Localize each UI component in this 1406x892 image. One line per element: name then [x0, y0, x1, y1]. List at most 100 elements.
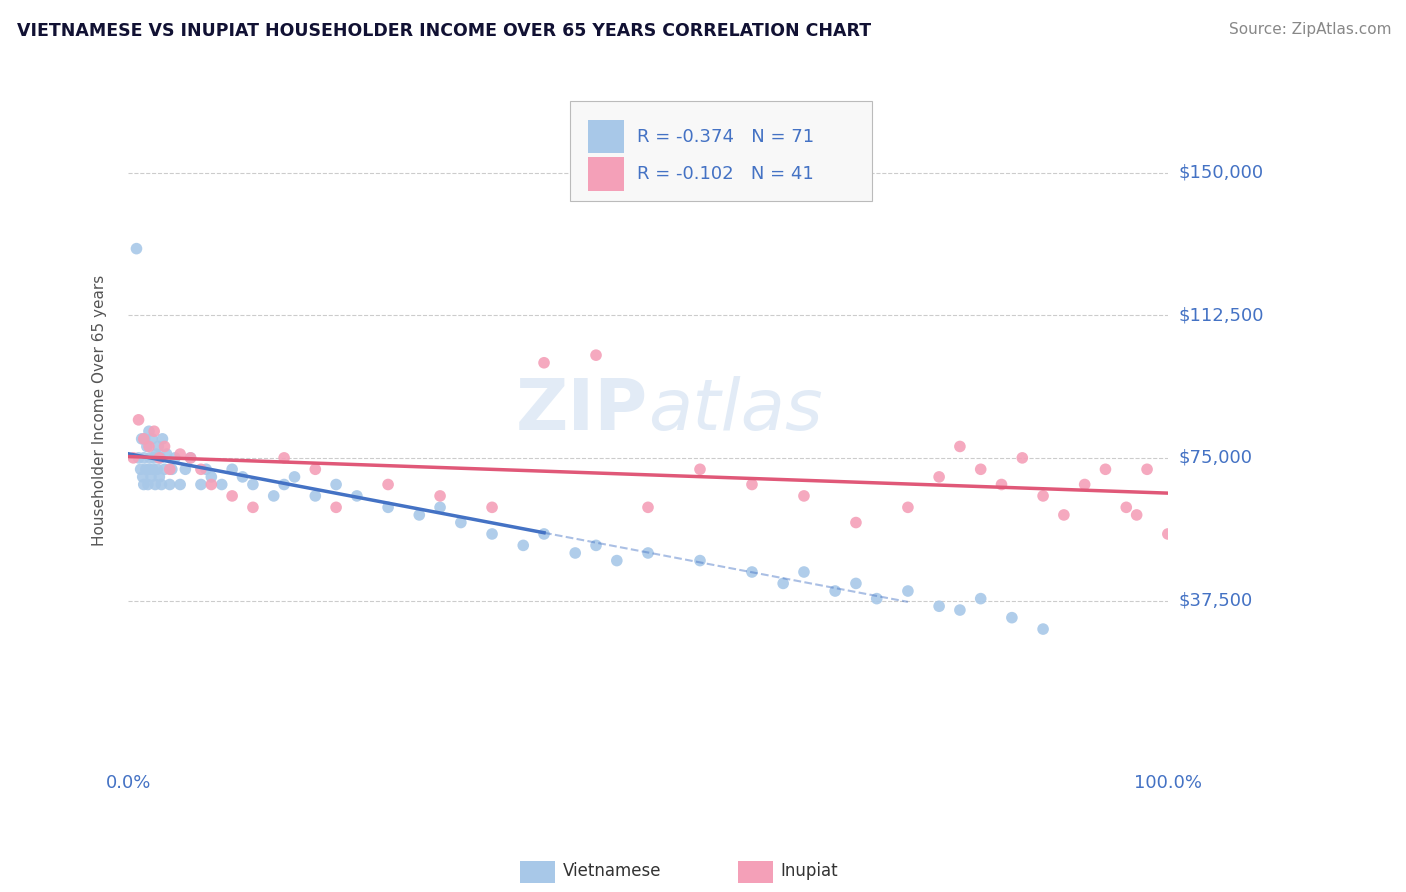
- Point: [163, 450, 186, 465]
- Point: [283, 470, 305, 484]
- Point: [741, 565, 763, 579]
- Point: [242, 500, 264, 515]
- Point: [180, 450, 202, 465]
- Point: [125, 242, 148, 256]
- Point: [512, 538, 534, 552]
- Point: [606, 553, 628, 567]
- Point: [990, 477, 1012, 491]
- Point: [143, 424, 166, 438]
- Point: [928, 599, 950, 614]
- Point: [1032, 489, 1054, 503]
- Point: [1115, 500, 1137, 515]
- FancyBboxPatch shape: [569, 101, 872, 201]
- Point: [159, 477, 181, 491]
- Point: [221, 489, 243, 503]
- Point: [148, 440, 170, 454]
- Text: atlas: atlas: [648, 376, 823, 445]
- Text: 0.0%: 0.0%: [105, 773, 150, 792]
- Point: [138, 462, 160, 476]
- Point: [148, 450, 170, 465]
- Point: [169, 477, 191, 491]
- Point: [949, 603, 972, 617]
- Point: [211, 477, 233, 491]
- Point: [1001, 610, 1024, 624]
- Point: [129, 462, 152, 476]
- Point: [148, 470, 170, 484]
- Point: [1157, 527, 1180, 541]
- Text: Source: ZipAtlas.com: Source: ZipAtlas.com: [1229, 22, 1392, 37]
- Point: [1136, 462, 1159, 476]
- Point: [304, 462, 326, 476]
- Point: [325, 500, 347, 515]
- Point: [689, 553, 711, 567]
- Point: [153, 440, 176, 454]
- Point: [145, 447, 167, 461]
- Point: [138, 440, 160, 454]
- Point: [143, 477, 166, 491]
- Point: [637, 546, 659, 560]
- Point: [160, 462, 183, 476]
- Text: $112,500: $112,500: [1180, 306, 1264, 324]
- Point: [897, 500, 920, 515]
- Point: [689, 462, 711, 476]
- Point: [346, 489, 368, 503]
- Point: [135, 440, 157, 454]
- Point: [793, 489, 815, 503]
- Point: [200, 477, 222, 491]
- Point: [533, 356, 555, 370]
- Point: [135, 462, 157, 476]
- Point: [150, 477, 173, 491]
- Point: [585, 538, 607, 552]
- Point: [793, 565, 815, 579]
- Point: [637, 500, 659, 515]
- Point: [741, 477, 763, 491]
- Point: [949, 440, 972, 454]
- Bar: [588, 120, 624, 153]
- Point: [1125, 508, 1147, 522]
- Point: [533, 527, 555, 541]
- Point: [845, 576, 868, 591]
- Text: R = -0.374   N = 71: R = -0.374 N = 71: [637, 128, 814, 145]
- Bar: [520, 861, 555, 883]
- Point: [242, 477, 264, 491]
- Point: [377, 500, 399, 515]
- Point: [221, 462, 243, 476]
- Point: [142, 462, 165, 476]
- Point: [273, 450, 295, 465]
- Point: [845, 516, 868, 530]
- Point: [377, 477, 399, 491]
- Text: $75,000: $75,000: [1180, 449, 1253, 467]
- Text: ZIP: ZIP: [516, 376, 648, 445]
- Point: [928, 470, 950, 484]
- Point: [159, 462, 181, 476]
- Bar: [588, 157, 624, 191]
- Point: [139, 450, 162, 465]
- Point: [1011, 450, 1033, 465]
- Point: [195, 462, 218, 476]
- Point: [273, 477, 295, 491]
- Point: [585, 348, 607, 362]
- Point: [481, 500, 503, 515]
- Point: [1094, 462, 1116, 476]
- Point: [450, 516, 472, 530]
- Point: [1032, 622, 1054, 636]
- Point: [263, 489, 285, 503]
- Point: [481, 527, 503, 541]
- Point: [141, 432, 163, 446]
- Point: [429, 500, 451, 515]
- Point: [134, 432, 156, 446]
- Point: [772, 576, 794, 591]
- Text: 100.0%: 100.0%: [1133, 773, 1202, 792]
- Text: R = -0.102   N = 41: R = -0.102 N = 41: [637, 165, 813, 183]
- Point: [138, 424, 160, 438]
- Point: [408, 508, 430, 522]
- Point: [190, 462, 212, 476]
- Point: [897, 584, 920, 599]
- Point: [970, 462, 993, 476]
- Point: [122, 450, 145, 465]
- Point: [132, 450, 155, 465]
- Text: Inupiat: Inupiat: [780, 863, 838, 880]
- Point: [866, 591, 889, 606]
- Y-axis label: Householder Income Over 65 years: Householder Income Over 65 years: [93, 275, 107, 546]
- Point: [180, 450, 202, 465]
